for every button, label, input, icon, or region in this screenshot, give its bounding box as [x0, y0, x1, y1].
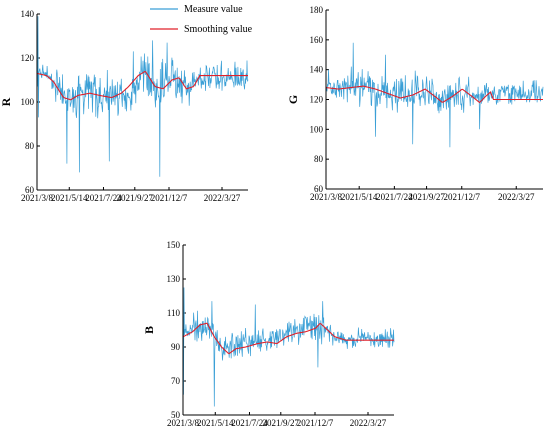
- y-tick-label: 180: [310, 5, 324, 15]
- x-tick-label: 2021/7/24: [85, 193, 122, 203]
- smoothing-value-series: [183, 322, 394, 355]
- measure-value-series: [326, 42, 544, 148]
- x-tick-label: 2022/3/27: [498, 192, 535, 202]
- x-tick-label: 2021/5/14: [51, 193, 88, 203]
- y-tick-label: 60: [314, 184, 324, 194]
- y-tick-label: 100: [21, 97, 35, 107]
- x-tick-label: 2021/9/27: [117, 193, 154, 203]
- x-tick-label: 2021/9/27: [408, 192, 445, 202]
- measure-value-series: [37, 16, 249, 177]
- legend: Measure value Smoothing value: [150, 4, 253, 35]
- smoothing-value-series: [37, 70, 248, 101]
- y-tick-label: 90: [171, 342, 181, 352]
- x-tick-label: 2021/7/24: [376, 192, 413, 202]
- x-tick-label: 2021/7/24: [231, 418, 268, 428]
- x-tick-label: 2021/12/7: [443, 192, 480, 202]
- y-tick-label: 120: [310, 95, 324, 105]
- x-tick-label: 2021/3/8: [310, 192, 343, 202]
- y-tick-label: 100: [310, 124, 324, 134]
- smoothing-value-series: [326, 85, 543, 104]
- y-tick-label: 140: [310, 65, 324, 75]
- x-tick-label: 2021/9/27: [263, 418, 300, 428]
- y-tick-label: 110: [167, 308, 181, 318]
- y-tick-label: 70: [171, 376, 181, 386]
- y-tick-label: 80: [314, 154, 324, 164]
- chart-b: 50 70 90 110 130 150 2021/3/82021/5/142021/7/2…: [142, 240, 395, 428]
- legend-measure-label: Measure value: [184, 4, 243, 15]
- measure-value-series: [183, 287, 395, 407]
- chart-r: 60801001201402021/3/82021/5/142021/7/242…: [0, 9, 249, 203]
- y-tick-label: 130: [167, 274, 181, 284]
- y-tick-label: 60: [25, 185, 35, 195]
- y-tick-label: 50: [171, 410, 181, 420]
- x-tick-label: 2022/3/27: [204, 193, 241, 203]
- y-tick-label: 140: [21, 9, 35, 19]
- y-axis-label: B: [142, 326, 156, 334]
- y-tick-label: 150: [167, 240, 181, 250]
- x-tick-label: 2021/3/8: [21, 193, 54, 203]
- y-axis-label: R: [0, 97, 13, 106]
- x-tick-label: 2021/3/8: [167, 418, 200, 428]
- chart-g: 60801001201401601802021/3/82021/5/142021…: [286, 5, 544, 202]
- y-tick-label: 80: [25, 141, 35, 151]
- legend-smoothing-label: Smoothing value: [184, 24, 253, 35]
- y-tick-label: 120: [21, 53, 35, 63]
- y-axis-label: G: [286, 95, 300, 104]
- x-tick-label: 2022/3/27: [350, 418, 387, 428]
- x-tick-label: 2021/5/14: [197, 418, 234, 428]
- x-tick-label: 2021/12/7: [297, 418, 334, 428]
- x-tick-label: 2021/5/14: [341, 192, 378, 202]
- x-tick-label: 2021/12/7: [151, 193, 188, 203]
- y-tick-label: 160: [310, 35, 324, 45]
